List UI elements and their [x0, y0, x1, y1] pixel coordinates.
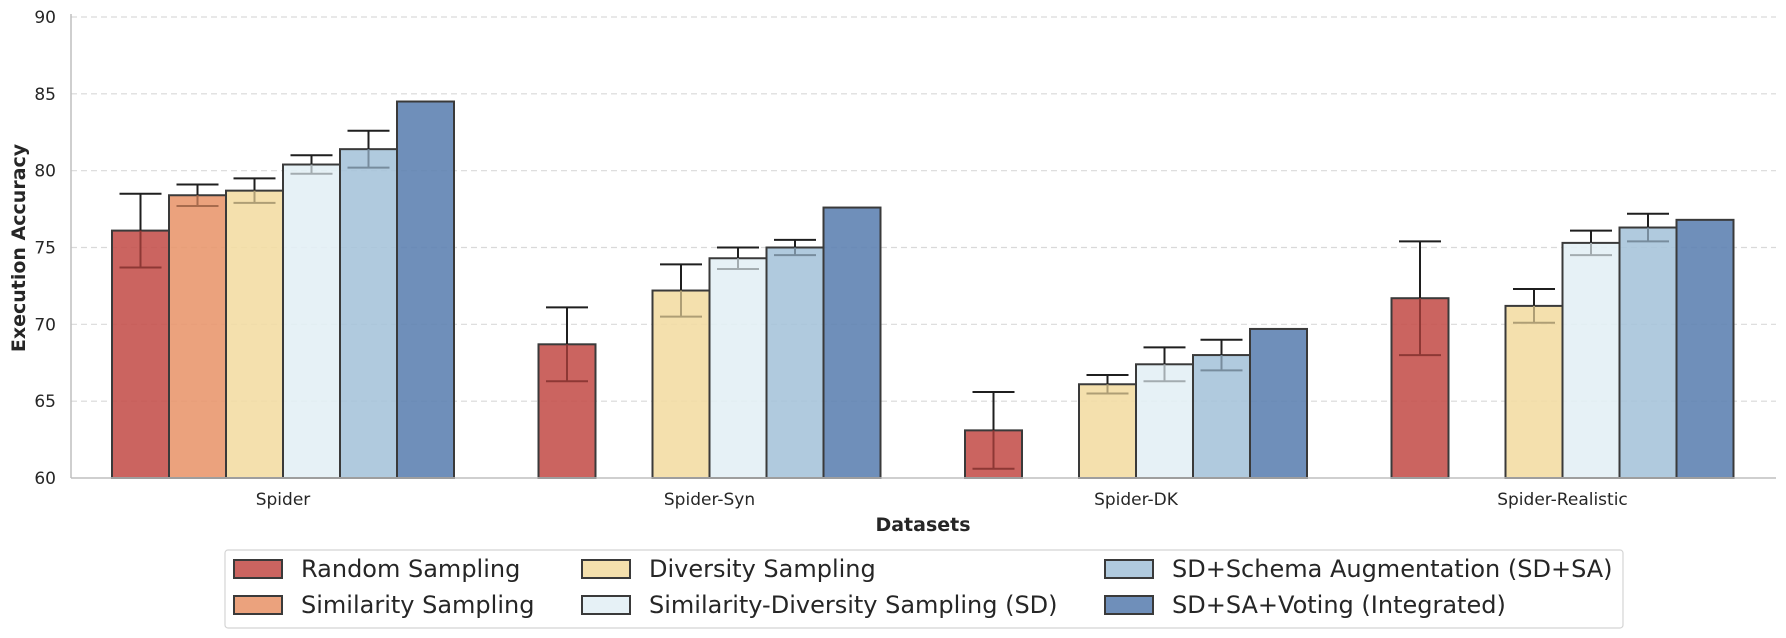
bar	[1618, 226, 1678, 479]
bar	[282, 163, 341, 480]
legend-label: Similarity Sampling	[301, 591, 534, 619]
legend-swatch	[1104, 595, 1154, 615]
bars	[111, 100, 1735, 480]
x-axis-title: Datasets	[875, 514, 970, 536]
legend-swatch	[581, 559, 631, 579]
y-tick-label: 60	[34, 469, 56, 489]
legend-swatch	[581, 595, 631, 615]
legend-label: SD+Schema Augmentation (SD+SA)	[1172, 555, 1613, 583]
y-axis-title: Execution Accuracy	[8, 143, 30, 352]
x-tick-label: Spider	[256, 490, 311, 510]
legend-label: Diversity Sampling	[649, 555, 876, 583]
legend-label: Similarity-Diversity Sampling (SD)	[649, 591, 1058, 619]
bar	[225, 189, 284, 479]
bar	[765, 246, 825, 479]
y-tick-label: 85	[34, 85, 56, 105]
bar	[651, 289, 711, 479]
legend-swatch	[233, 559, 283, 579]
legend-swatch	[233, 595, 283, 615]
legend-label: SD+SA+Voting (Integrated)	[1172, 591, 1506, 619]
bar	[1561, 241, 1621, 479]
y-tick-label: 70	[34, 315, 56, 335]
legend-frame	[224, 549, 1624, 629]
bar	[1192, 354, 1251, 480]
bar	[1675, 218, 1735, 479]
bar	[396, 100, 455, 480]
y-tick-label: 90	[34, 8, 56, 28]
bar	[1135, 363, 1194, 479]
legend-swatch	[1104, 559, 1154, 579]
legend-label: Random Sampling	[301, 555, 520, 583]
bar	[1078, 383, 1137, 479]
x-tick-label: Spider-Syn	[664, 490, 755, 510]
legend: Random Sampling Similarity Sampling Divers…	[224, 549, 1624, 629]
bar	[339, 148, 398, 480]
axes: 60 65 70 75 80 85 90 Spider Spider-Syn Spider-DK S…	[34, 8, 1776, 510]
y-tick-label: 75	[34, 239, 56, 259]
x-tick-label: Spider-Realistic	[1497, 490, 1628, 510]
y-tick-label: 80	[34, 162, 56, 182]
y-tick-label: 65	[34, 392, 56, 412]
x-tick-label: Spider-DK	[1094, 490, 1179, 510]
bar	[1249, 327, 1308, 479]
bar	[168, 194, 227, 479]
bar	[822, 206, 882, 479]
bar	[708, 257, 768, 479]
bar	[1504, 304, 1564, 480]
